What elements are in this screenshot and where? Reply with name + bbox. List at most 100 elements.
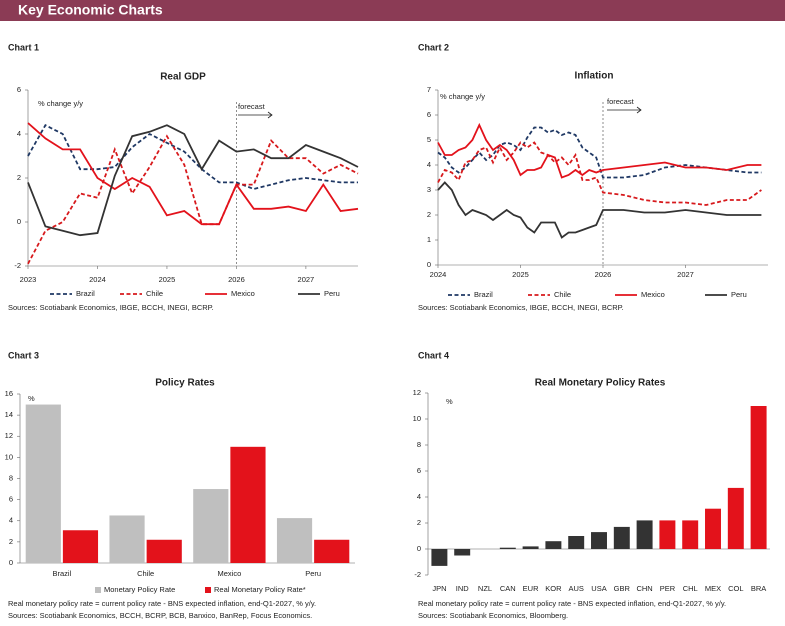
- y-tick-label: 10: [413, 414, 421, 423]
- x-tick-label: Brazil: [52, 569, 71, 578]
- x-tick-label: BRA: [751, 584, 766, 593]
- legend-label: Mexico: [641, 290, 665, 299]
- bar: [109, 515, 145, 563]
- x-tick-label: CAN: [500, 584, 516, 593]
- legend-label: Real Monetary Policy Rate*: [214, 585, 306, 594]
- y-tick-label: 2: [427, 210, 431, 219]
- y-tick-label: 6: [417, 466, 421, 475]
- forecast-arrow: [238, 111, 273, 119]
- x-tick-label: 2024: [430, 270, 447, 279]
- bar: [659, 520, 676, 549]
- unit-note: %: [446, 397, 453, 406]
- chart-label: Chart 3: [8, 350, 39, 360]
- x-tick-label: EUR: [523, 584, 539, 593]
- y-tick-label: 4: [427, 160, 431, 169]
- legend-label: Chile: [554, 290, 571, 299]
- x-tick-label: 2027: [677, 270, 694, 279]
- x-tick-label: PER: [660, 584, 676, 593]
- source-note: Sources: Scotiabank Economics, BCCH, BCR…: [8, 611, 312, 620]
- bar: [193, 489, 229, 563]
- chart-title: Policy Rates: [155, 378, 215, 389]
- x-tick-label: 2027: [298, 275, 315, 284]
- bar: [613, 526, 630, 549]
- x-tick-label: AUS: [568, 584, 583, 593]
- legend-swatch: [95, 587, 101, 593]
- forecast-label: forecast: [607, 97, 635, 106]
- x-tick-label: GBR: [614, 584, 631, 593]
- bar: [682, 520, 699, 549]
- series-line: [437, 141, 762, 206]
- bar: [454, 549, 471, 556]
- x-tick-label: IND: [456, 584, 470, 593]
- series-line: [27, 122, 359, 226]
- bar: [499, 547, 516, 549]
- y-tick-label: 6: [17, 85, 21, 94]
- y-tick-label: 6: [9, 495, 13, 504]
- x-tick-label: COL: [728, 584, 743, 593]
- forecast-label: forecast: [238, 102, 266, 111]
- source-note: Sources: Scotiabank Economics, Bloomberg…: [418, 611, 568, 620]
- series-line: [27, 124, 359, 237]
- bar: [568, 536, 585, 549]
- series-line: [437, 122, 762, 179]
- bar: [314, 539, 350, 563]
- chart-title: Inflation: [575, 71, 614, 82]
- source-note: Sources: Scotiabank Economics, IBGE, BCC…: [8, 303, 214, 312]
- header-title: Key Economic Charts: [18, 2, 163, 18]
- bar: [591, 532, 607, 549]
- unit-note: % change y/y: [440, 92, 485, 101]
- y-tick-label: -2: [414, 570, 421, 579]
- x-tick-label: 2025: [512, 270, 529, 279]
- y-tick-label: 5: [427, 135, 431, 144]
- series-line: [437, 181, 762, 239]
- y-tick-label: 1: [427, 235, 431, 244]
- x-tick-label: CHL: [683, 584, 698, 593]
- x-tick-label: 2023: [20, 275, 37, 284]
- bar: [276, 518, 313, 563]
- y-tick-label: 0: [9, 558, 13, 567]
- bar: [25, 404, 61, 563]
- legend-label: Brazil: [474, 290, 493, 299]
- x-tick-label: Mexico: [217, 569, 241, 578]
- bar: [230, 446, 266, 563]
- bar: [522, 546, 539, 549]
- y-tick-label: 4: [9, 516, 13, 525]
- y-tick-label: 2: [9, 537, 13, 546]
- bar: [750, 406, 767, 549]
- chart-label: Chart 2: [418, 42, 449, 52]
- y-tick-label: 6: [427, 110, 431, 119]
- bar: [545, 541, 562, 549]
- chart-label: Chart 4: [418, 350, 449, 360]
- series-line: [27, 134, 359, 265]
- y-tick-label: 0: [427, 260, 431, 269]
- legend-label: Monetary Policy Rate: [104, 585, 175, 594]
- y-tick-label: 8: [417, 440, 421, 449]
- series-line: [437, 126, 762, 179]
- legend-label: Brazil: [76, 289, 95, 298]
- bar: [431, 549, 448, 566]
- x-tick-label: 2026: [595, 270, 612, 279]
- bar: [146, 539, 182, 563]
- y-tick-label: 4: [17, 129, 21, 138]
- header-bar: [0, 0, 785, 21]
- source-note: Real monetary policy rate = current poli…: [418, 599, 726, 608]
- y-tick-label: 2: [417, 518, 421, 527]
- bar: [727, 487, 744, 549]
- y-tick-label: 10: [5, 452, 13, 461]
- y-tick-label: 4: [417, 492, 421, 501]
- legend-label: Peru: [731, 290, 747, 299]
- y-tick-label: 2: [17, 173, 21, 182]
- y-tick-label: 3: [427, 185, 431, 194]
- unit-note: % change y/y: [38, 99, 83, 108]
- legend-label: Chile: [146, 289, 163, 298]
- y-tick-label: 16: [5, 389, 13, 398]
- y-tick-label: 7: [427, 85, 431, 94]
- x-tick-label: Peru: [305, 569, 321, 578]
- y-tick-label: 14: [5, 410, 13, 419]
- bar: [636, 520, 653, 549]
- legend-swatch: [205, 587, 211, 593]
- series-line: [27, 124, 358, 190]
- x-tick-label: 2026: [228, 275, 245, 284]
- source-note: Real monetary policy rate = current poli…: [8, 599, 316, 608]
- bar: [705, 508, 721, 549]
